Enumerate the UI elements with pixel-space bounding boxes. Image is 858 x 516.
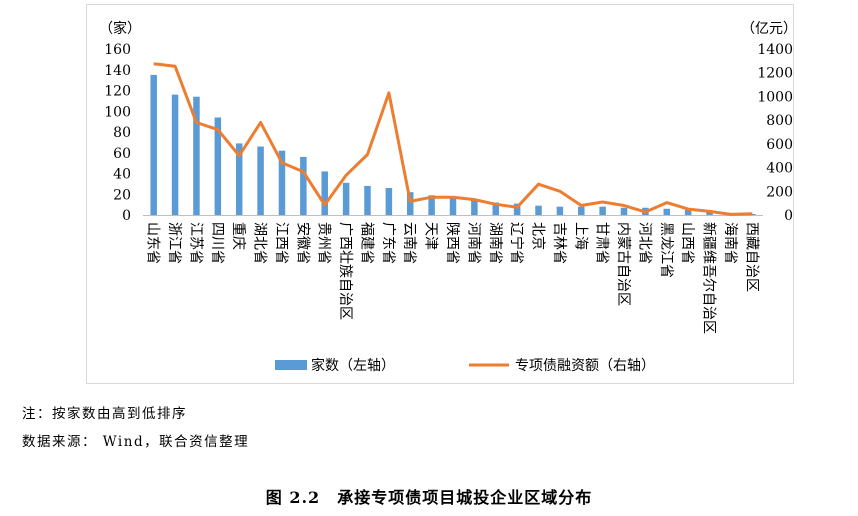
right-tick-label: 1400 <box>757 42 793 58</box>
data-source: 数据来源： Wind，联合资信整理 <box>22 434 250 450</box>
category-label: 吉林省 <box>551 222 567 264</box>
right-tick-label: 1200 <box>757 66 793 82</box>
category-label: 北京 <box>530 222 546 250</box>
bar <box>663 208 671 215</box>
bar <box>214 117 222 215</box>
category-label: 湖南省 <box>487 222 503 264</box>
bar <box>300 156 307 215</box>
bar <box>428 195 435 215</box>
category-label: 安徽省 <box>294 222 310 264</box>
left-tick-label: 40 <box>113 167 131 183</box>
category-label: 天津 <box>423 222 439 250</box>
left-tick-label: 100 <box>104 104 131 120</box>
category-label: 新疆维吾尔自治区 <box>701 222 717 334</box>
category-label: 上海 <box>572 222 588 250</box>
bar <box>385 188 393 215</box>
left-tick-label: 60 <box>113 146 131 162</box>
category-label: 陕西省 <box>444 222 460 264</box>
category-label: 黑龙江省 <box>658 222 674 278</box>
bar <box>449 197 457 215</box>
bar <box>620 207 628 215</box>
legend-bar-label: 家数（左轴） <box>311 357 395 374</box>
category-label: 广西壮族自治区 <box>337 222 353 320</box>
right-axis: 0 200 400 600 800 1000 1200 1400 <box>757 42 793 224</box>
category-label: 云南省 <box>401 222 417 264</box>
bar <box>684 209 692 215</box>
bar <box>342 182 350 215</box>
right-tick-label: 200 <box>766 184 793 200</box>
category-label: 辽宁省 <box>508 222 525 264</box>
bar-series <box>150 74 756 215</box>
bar <box>364 185 371 215</box>
category-labels: 山东省 浙江省 江苏省 四川省 重庆 湖北省 江西省 安徽省 贵州省 广西壮族自治区 福建省 广东省云… <box>145 222 760 334</box>
category-label: 福建省 <box>358 222 374 264</box>
category-label: 江西省 <box>273 222 289 264</box>
bar <box>278 150 286 215</box>
left-tick-label: 20 <box>113 187 131 203</box>
category-label: 重庆 <box>230 222 246 250</box>
line-series <box>153 62 753 216</box>
left-axis: 0 20 40 60 80 100 120 140 160 <box>104 42 131 224</box>
left-tick-label: 80 <box>113 125 131 141</box>
bar <box>578 206 585 215</box>
category-label: 西藏自治区 <box>743 222 759 292</box>
right-tick-label: 0 <box>784 208 793 224</box>
bar <box>556 206 564 215</box>
legend: 家数（左轴） 专项债融资额（右轴） <box>275 357 655 374</box>
bar <box>471 200 478 215</box>
bar <box>535 205 542 215</box>
right-axis-label: （亿元） <box>741 21 793 37</box>
category-label: 江苏省 <box>187 222 203 264</box>
right-tick-label: 800 <box>766 113 793 129</box>
footnote: 注：按家数由高到低排序 <box>22 406 187 422</box>
bar <box>513 203 521 215</box>
figure-caption: 图 2.2 承接专项债项目城投企业区域分布 <box>265 488 593 507</box>
legend-bar-swatch <box>275 360 307 370</box>
legend-line-label: 专项债融资额（右轴） <box>515 358 655 374</box>
category-label: 四川省 <box>209 222 225 264</box>
bar <box>706 211 713 215</box>
left-axis-label: （家） <box>99 20 141 37</box>
category-label: 甘肃省 <box>594 222 610 264</box>
category-label: 山西省 <box>679 222 695 264</box>
right-tick-label: 600 <box>766 137 793 153</box>
bar <box>171 94 179 215</box>
chart-frame: 0 20 40 60 80 100 120 140 160 0 200 400 600 800 1000 1… <box>86 4 794 384</box>
category-label: 广东省 <box>380 222 396 264</box>
left-tick-label: 120 <box>104 84 131 100</box>
bar <box>492 202 500 215</box>
bar <box>406 192 414 215</box>
bar <box>150 74 157 215</box>
category-label: 浙江省 <box>166 222 182 264</box>
bar <box>235 143 243 215</box>
left-tick-label: 160 <box>104 42 131 58</box>
bar <box>193 96 200 215</box>
right-tick-label: 400 <box>766 161 793 177</box>
right-tick-label: 1000 <box>757 89 793 105</box>
category-label: 海南省 <box>722 222 738 264</box>
category-label: 山东省 <box>145 222 161 264</box>
category-label: 湖北省 <box>252 222 268 264</box>
category-label: 河北省 <box>636 222 652 264</box>
chart: 0 20 40 60 80 100 120 140 160 0 200 400 600 800 1000 1… <box>99 20 793 374</box>
left-tick-label: 0 <box>122 208 131 224</box>
bar <box>599 206 606 215</box>
category-label: 内蒙古自治区 <box>615 222 631 306</box>
category-label: 河南省 <box>465 222 481 264</box>
category-label: 贵州省 <box>316 222 332 264</box>
left-tick-label: 140 <box>104 63 131 79</box>
bar <box>321 171 328 215</box>
bar <box>257 146 264 215</box>
